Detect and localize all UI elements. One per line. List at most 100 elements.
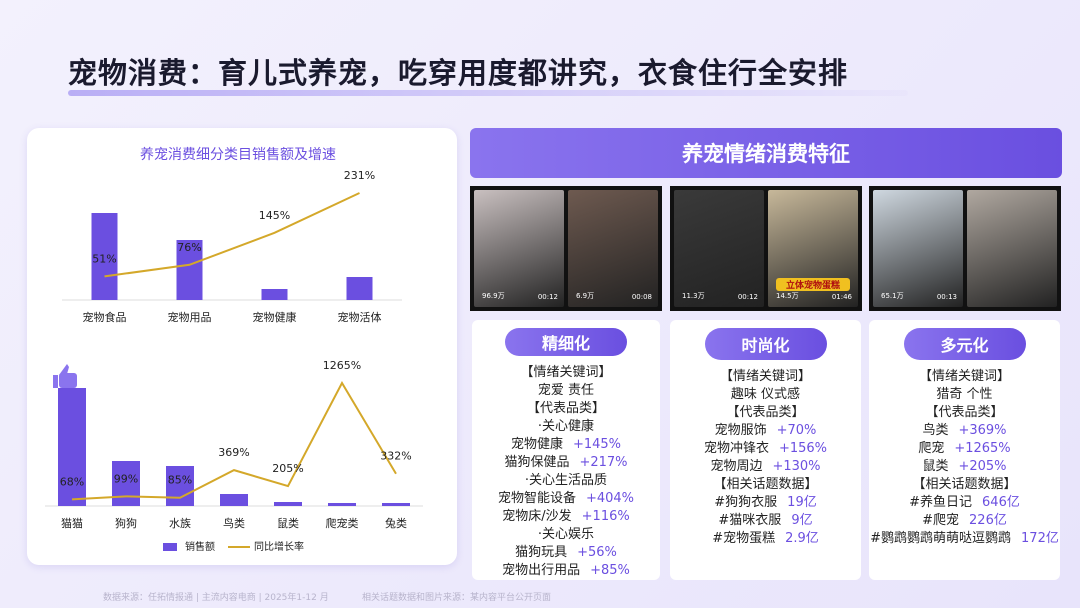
data-label: 145% [259,209,290,222]
card-row: 【代表品类】 [726,405,805,420]
bar [261,289,288,300]
thumbnail: 立体宠物蛋糕 14.5万 01:46 [768,190,858,307]
data-label: 231% [344,169,375,182]
item-value: 19亿 [787,495,817,510]
item-value: +156% [778,441,828,456]
item-value: 226亿 [969,513,1007,528]
card-row: 宠物冲锋衣 +156% [704,440,827,458]
thumb-icon [53,364,77,388]
duration: 01:46 [831,293,852,301]
item-label: 猫狗玩具 [515,545,568,560]
card-row: 鼠类 +205% [922,458,1006,476]
item-value: +205% [958,459,1007,474]
card-row: #狗狗衣服 19亿 [714,494,816,512]
card-row: ·关心娱乐 [537,527,595,542]
thumbnail: 96.9万 00:12 [474,190,564,307]
x-tick-label: 兔类 [385,516,407,530]
item-label: #爬宠 [922,513,960,528]
card-row: 【情绪关键词】 [520,365,612,380]
item-value: 2.9亿 [785,531,819,546]
x-tick-label: 鼠类 [277,516,299,530]
footer: 数据来源：任拓情报通 | 主流内容电商 | 2025年1-12 月 [103,593,329,603]
likes: 14.5万 [776,292,799,300]
x-tick-label: 宠物活体 [338,310,382,324]
x-tick-label: 爬宠类 [326,516,359,530]
item-label: 宠物周边 [710,459,763,474]
data-label: 1265% [323,359,361,372]
item-label: #鹦鹉鹦鹉萌萌哒逗鹦鹉 [870,531,1012,546]
data-label: 68% [60,475,84,488]
item-value: 172亿 [1021,531,1059,546]
data-label: 332% [380,450,411,463]
likes: 6.9万 [576,292,595,300]
item-label: #养鱼日记 [909,495,973,510]
item-value: +70% [776,423,817,438]
bar [58,388,86,506]
card-row: 宠物周边 +130% [710,458,820,476]
item-value: +145% [572,437,622,452]
bar [346,277,373,300]
card-title: 精细化 [505,328,627,356]
card-row: ·关心健康 [537,419,595,434]
feature-card: 时尚化 【情绪关键词】 趣味 仪式感 【代表品类】 宠物服饰 +70% 宠物冲锋衣 +156%… [670,320,861,580]
item-label: 宠物床/沙发 [502,509,572,524]
bar [328,503,356,506]
item-value: +130% [772,459,821,474]
duration: 00:12 [537,293,558,301]
item-value: 646亿 [982,495,1020,510]
data-label: 51% [92,252,116,265]
x-tick-label: 宠物用品 [168,310,212,324]
item-value: +217% [579,455,628,470]
chart-title: 养宠消费细分类目销售额及增速 [140,147,336,163]
media-panel: 96.9万 00:12 6.9万 00:08 [470,186,662,311]
card-row: 猫狗玩具 +56% [515,544,617,562]
x-tick-label: 宠物健康 [253,310,297,324]
item-value: 9亿 [791,513,813,528]
item-label: #宠物蛋糕 [712,531,776,546]
bar [166,466,194,506]
item-label: 鸟类 [922,423,949,438]
bar [274,502,302,506]
likes: 96.9万 [482,292,505,300]
card-row: 猫狗保健品 +217% [504,454,627,472]
data-label: 99% [114,472,138,485]
item-label: 鼠类 [922,459,949,474]
item-label: 宠物冲锋衣 [703,441,769,456]
x-tick-label: 猫猫 [61,517,83,530]
bar [220,494,248,506]
card-row: 【代表品类】 [526,401,605,416]
item-value: +85% [590,563,630,578]
item-value: +1265% [954,441,1011,456]
thumbnail [967,190,1057,307]
likes: 65.1万 [881,292,904,300]
item-label: 宠物服饰 [714,423,767,438]
thumbnail: 11.3万 00:12 [674,190,764,307]
item-value: +404% [585,491,635,506]
item-label: 宠物智能设备 [497,491,576,506]
card-row: ·关心生活品质 [524,473,608,488]
item-value: +116% [581,509,630,524]
card-row: #猫咪衣服 9亿 [718,512,812,530]
duration: 00:08 [631,293,652,301]
item-label: 猫狗保健品 [504,455,570,470]
likes: 11.3万 [682,292,705,300]
card-row: 宠物健康 +145% [511,436,621,454]
card-row: 宠物智能设备 +404% [498,490,634,508]
bar [176,240,203,300]
card-title: 多元化 [903,328,1026,360]
item-label: 宠物健康 [510,437,563,452]
card-row: 【相关话题数据】 [713,477,818,492]
card-title: 时尚化 [704,328,827,360]
thumbnail: 65.1万 00:13 [873,190,963,307]
x-tick-label: 水族 [169,516,191,530]
card-row: #宠物蛋糕 2.9亿 [712,530,819,548]
x-tick-label: 鸟类 [223,516,245,530]
panel-title: 养宠情绪消费特征 [470,128,1062,178]
item-label: #狗狗衣服 [714,495,778,510]
card-row: #养鱼日记 646亿 [909,494,1020,512]
card-row: 鸟类 +369% [922,422,1006,440]
card-row: 宠爱 责任 [537,383,595,398]
media-panel: 11.3万 00:12 立体宠物蛋糕 14.5万 01:46 [670,186,862,311]
